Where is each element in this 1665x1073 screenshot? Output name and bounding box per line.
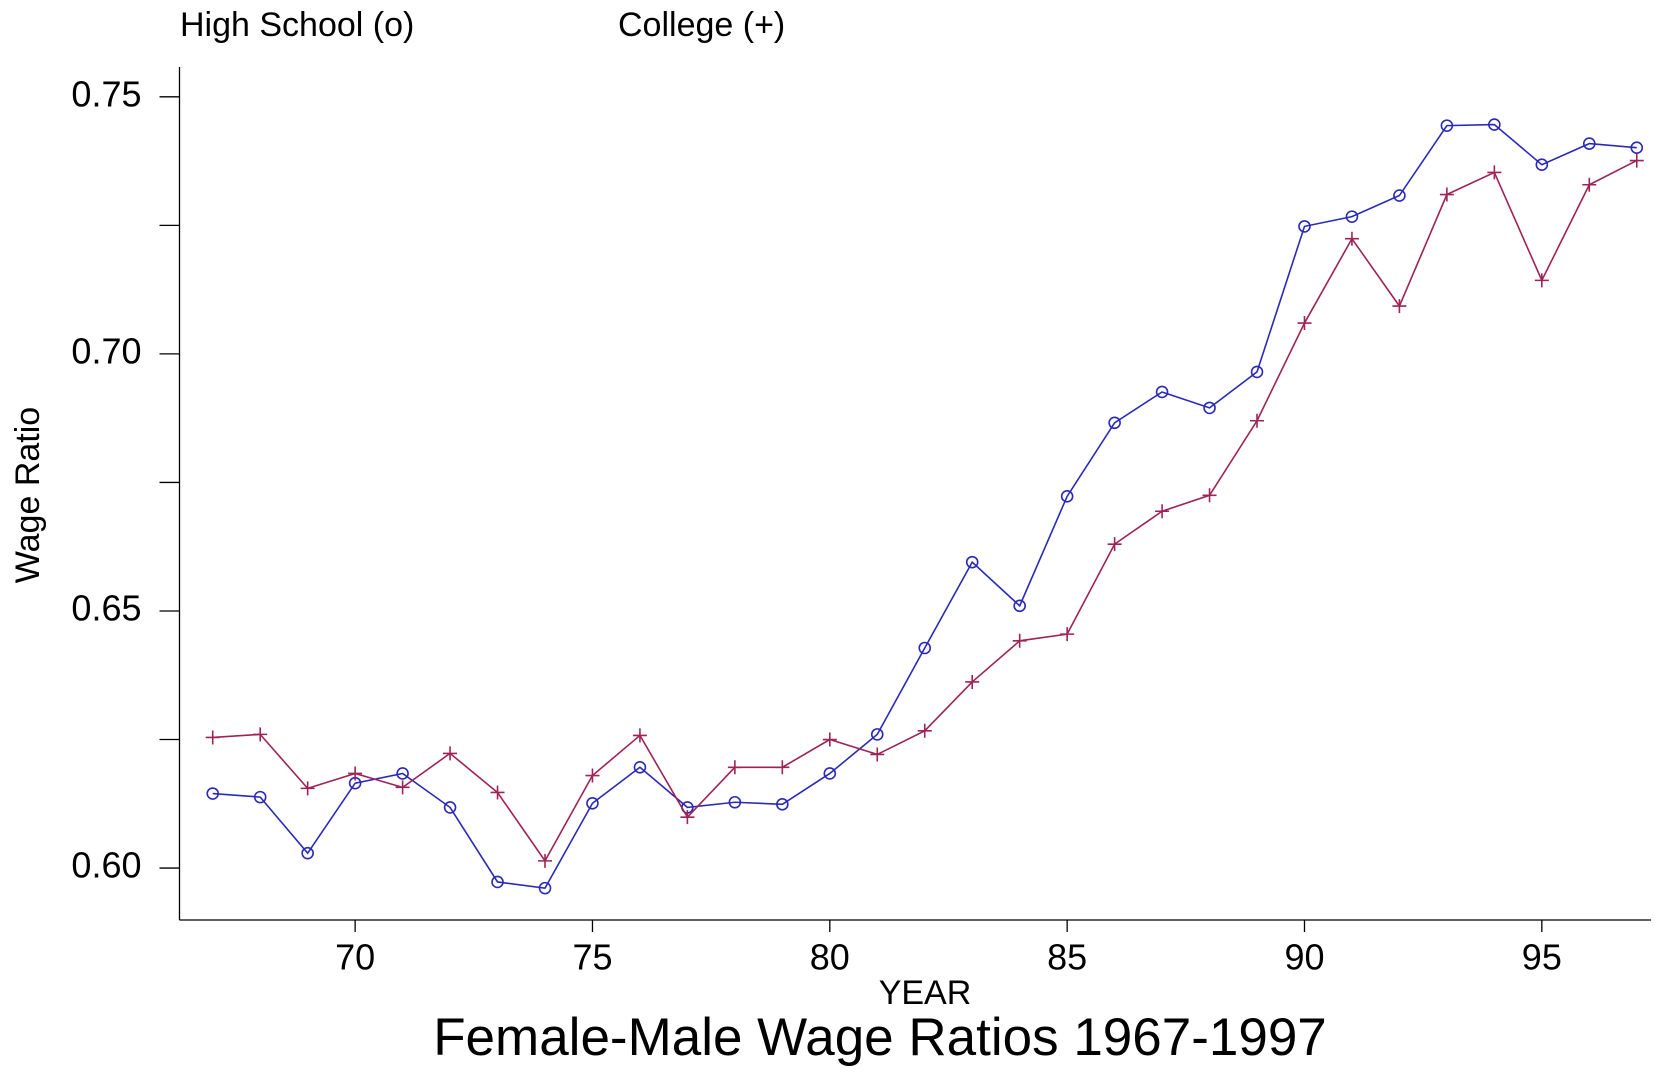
data-point	[490, 785, 505, 800]
legend-entry: College (+)	[618, 6, 785, 44]
data-point	[1535, 158, 1549, 171]
data-point	[491, 875, 504, 889]
data-point	[1060, 490, 1074, 503]
data-point	[728, 795, 742, 809]
data-point	[348, 766, 363, 781]
x-tick-label: 95	[1522, 937, 1562, 978]
chart-title: Female-Male Wage Ratios 1967-1997	[433, 1008, 1327, 1067]
data-point	[538, 853, 553, 868]
data-point	[1582, 137, 1596, 150]
y-tick-label: 0.75	[71, 73, 141, 114]
data-point	[632, 728, 647, 743]
data-point	[206, 787, 220, 800]
data-point	[301, 846, 314, 860]
data-point	[1013, 599, 1026, 613]
data-point	[1155, 504, 1170, 519]
data-point	[918, 641, 932, 655]
data-point	[870, 728, 884, 741]
data-point	[1108, 416, 1121, 430]
data-point	[1203, 401, 1216, 415]
y-tick-label: 0.60	[71, 845, 141, 886]
y-axis-label: Wage Ratio	[9, 407, 47, 583]
data-point	[300, 781, 315, 796]
data-point	[586, 796, 599, 810]
data-point	[1439, 187, 1454, 202]
data-point	[1488, 118, 1501, 131]
data-point	[1202, 488, 1217, 503]
data-point	[775, 760, 790, 775]
data-point	[1344, 231, 1359, 246]
data-point	[1012, 633, 1027, 648]
data-point	[1393, 189, 1406, 202]
data-point	[253, 727, 268, 742]
data-point	[1392, 299, 1407, 314]
data-point	[443, 801, 457, 814]
data-point	[253, 790, 267, 804]
data-point	[633, 760, 647, 774]
x-tick-label: 75	[572, 937, 612, 978]
x-tick-label: 90	[1284, 937, 1324, 978]
data-point	[965, 555, 979, 569]
data-point	[1250, 365, 1264, 379]
data-point	[1155, 385, 1169, 399]
data-point	[1060, 627, 1075, 642]
data-point	[1345, 210, 1359, 223]
x-axis-label: YEAR	[879, 974, 972, 1012]
data-point	[965, 674, 980, 689]
data-point	[727, 760, 742, 775]
data-point	[1440, 119, 1454, 132]
data-point	[1629, 153, 1644, 168]
y-tick-label: 0.65	[71, 588, 141, 629]
legend-entry: High School (o)	[180, 6, 414, 44]
data-point	[395, 780, 410, 795]
data-point	[917, 723, 932, 738]
data-point	[823, 767, 837, 780]
data-point	[870, 747, 885, 762]
data-point	[1250, 413, 1265, 428]
data-point	[1630, 141, 1644, 155]
data-point	[680, 810, 695, 825]
data-point	[1298, 220, 1311, 233]
x-tick-label: 80	[810, 937, 850, 978]
y-tick-label: 0.70	[71, 330, 141, 371]
data-point	[776, 798, 789, 811]
data-point	[396, 767, 409, 780]
data-point	[1582, 177, 1597, 192]
data-point	[822, 732, 837, 747]
data-point	[205, 730, 220, 745]
series-line	[212, 123, 1637, 889]
data-point	[1487, 165, 1502, 180]
data-point	[1297, 316, 1312, 331]
data-point	[443, 746, 458, 761]
data-point	[585, 768, 600, 783]
data-point	[538, 881, 552, 895]
data-point	[1107, 537, 1122, 552]
series-line	[212, 159, 1638, 863]
x-tick-label: 70	[335, 937, 375, 978]
data-point	[1534, 273, 1549, 288]
x-tick-label: 85	[1047, 937, 1087, 978]
